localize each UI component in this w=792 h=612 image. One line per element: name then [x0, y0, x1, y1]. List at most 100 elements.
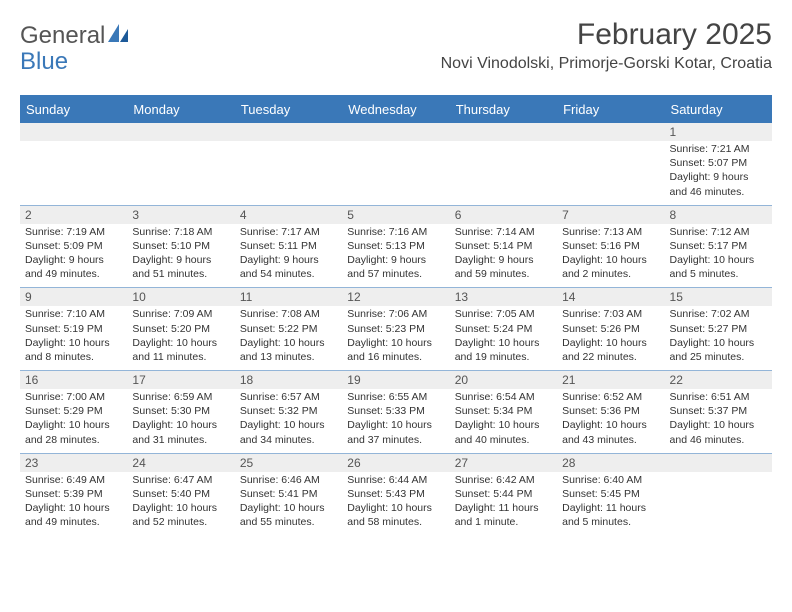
day-number — [342, 123, 449, 141]
sunset-text: Sunset: 5:27 PM — [670, 322, 767, 336]
day-number: 3 — [127, 206, 234, 224]
sunrise-text: Sunrise: 6:40 AM — [562, 473, 659, 487]
sunrise-text: Sunrise: 6:49 AM — [25, 473, 122, 487]
day-cell — [342, 141, 449, 205]
day-number: 16 — [20, 371, 127, 389]
sunrise-text: Sunrise: 6:42 AM — [455, 473, 552, 487]
sunrise-text: Sunrise: 6:51 AM — [670, 390, 767, 404]
sunrise-text: Sunrise: 7:05 AM — [455, 307, 552, 321]
day-cell — [665, 472, 772, 536]
sunset-text: Sunset: 5:43 PM — [347, 487, 444, 501]
sunrise-text: Sunrise: 6:52 AM — [562, 390, 659, 404]
day-cell: Sunrise: 7:10 AMSunset: 5:19 PMDaylight:… — [20, 306, 127, 370]
daylight-text-2: and 16 minutes. — [347, 350, 444, 364]
day-number: 28 — [557, 454, 664, 472]
day-number-strip: 16171819202122 — [20, 371, 772, 389]
day-number: 23 — [20, 454, 127, 472]
day-number: 15 — [665, 288, 772, 306]
sunset-text: Sunset: 5:24 PM — [455, 322, 552, 336]
daylight-text-2: and 57 minutes. — [347, 267, 444, 281]
week-row: 1 Sunrise: 7:21 AMSunset: 5:07 PMDayligh… — [20, 123, 772, 205]
day-number: 11 — [235, 288, 342, 306]
daylight-text-1: Daylight: 10 hours — [347, 418, 444, 432]
day-header: Saturday — [665, 96, 772, 123]
day-cell: Sunrise: 7:05 AMSunset: 5:24 PMDaylight:… — [450, 306, 557, 370]
day-number: 18 — [235, 371, 342, 389]
day-number: 4 — [235, 206, 342, 224]
sunrise-text: Sunrise: 6:47 AM — [132, 473, 229, 487]
sunrise-text: Sunrise: 6:54 AM — [455, 390, 552, 404]
sunset-text: Sunset: 5:09 PM — [25, 239, 122, 253]
daylight-text-2: and 46 minutes. — [670, 185, 767, 199]
day-number — [665, 454, 772, 472]
sunset-text: Sunset: 5:33 PM — [347, 404, 444, 418]
week-separator — [20, 205, 772, 206]
day-number: 9 — [20, 288, 127, 306]
daylight-text-1: Daylight: 10 hours — [240, 418, 337, 432]
day-cell: Sunrise: 6:51 AMSunset: 5:37 PMDaylight:… — [665, 389, 772, 453]
day-cell: Sunrise: 6:40 AMSunset: 5:45 PMDaylight:… — [557, 472, 664, 536]
daylight-text-1: Daylight: 10 hours — [670, 336, 767, 350]
sunrise-text: Sunrise: 7:19 AM — [25, 225, 122, 239]
week-separator — [20, 287, 772, 288]
day-detail-strip: Sunrise: 7:21 AMSunset: 5:07 PMDaylight:… — [20, 141, 772, 205]
daylight-text-2: and 2 minutes. — [562, 267, 659, 281]
sunset-text: Sunset: 5:37 PM — [670, 404, 767, 418]
sunrise-text: Sunrise: 6:44 AM — [347, 473, 444, 487]
sunrise-text: Sunrise: 7:17 AM — [240, 225, 337, 239]
day-cell: Sunrise: 7:09 AMSunset: 5:20 PMDaylight:… — [127, 306, 234, 370]
day-number: 14 — [557, 288, 664, 306]
sunrise-text: Sunrise: 7:08 AM — [240, 307, 337, 321]
day-cell: Sunrise: 6:49 AMSunset: 5:39 PMDaylight:… — [20, 472, 127, 536]
day-cell — [450, 141, 557, 205]
daylight-text-2: and 13 minutes. — [240, 350, 337, 364]
sunset-text: Sunset: 5:17 PM — [670, 239, 767, 253]
day-cell: Sunrise: 7:21 AMSunset: 5:07 PMDaylight:… — [665, 141, 772, 205]
sunrise-text: Sunrise: 7:00 AM — [25, 390, 122, 404]
sunset-text: Sunset: 5:22 PM — [240, 322, 337, 336]
sunrise-text: Sunrise: 7:16 AM — [347, 225, 444, 239]
logo-sub: Blue — [20, 48, 68, 76]
day-cell — [235, 141, 342, 205]
daylight-text-2: and 5 minutes. — [670, 267, 767, 281]
daylight-text-2: and 51 minutes. — [132, 267, 229, 281]
sunset-text: Sunset: 5:19 PM — [25, 322, 122, 336]
daylight-text-2: and 58 minutes. — [347, 515, 444, 529]
daylight-text-1: Daylight: 10 hours — [347, 501, 444, 515]
daylight-text-2: and 40 minutes. — [455, 433, 552, 447]
week-row: 232425262728 Sunrise: 6:49 AMSunset: 5:3… — [20, 454, 772, 536]
sunrise-text: Sunrise: 7:02 AM — [670, 307, 767, 321]
daylight-text-1: Daylight: 10 hours — [240, 501, 337, 515]
daylight-text-1: Daylight: 10 hours — [132, 336, 229, 350]
day-detail-strip: Sunrise: 7:00 AMSunset: 5:29 PMDaylight:… — [20, 389, 772, 453]
sunset-text: Sunset: 5:30 PM — [132, 404, 229, 418]
sunrise-text: Sunrise: 7:13 AM — [562, 225, 659, 239]
day-cell: Sunrise: 6:55 AMSunset: 5:33 PMDaylight:… — [342, 389, 449, 453]
day-cell: Sunrise: 7:17 AMSunset: 5:11 PMDaylight:… — [235, 224, 342, 288]
week-row: 2345678Sunrise: 7:19 AMSunset: 5:09 PMDa… — [20, 206, 772, 288]
day-number: 13 — [450, 288, 557, 306]
sunset-text: Sunset: 5:45 PM — [562, 487, 659, 501]
daylight-text-2: and 59 minutes. — [455, 267, 552, 281]
logo-text-blue: Blue — [20, 48, 68, 75]
day-cell — [127, 141, 234, 205]
day-number: 24 — [127, 454, 234, 472]
sunset-text: Sunset: 5:11 PM — [240, 239, 337, 253]
daylight-text-2: and 43 minutes. — [562, 433, 659, 447]
sunrise-text: Sunrise: 7:06 AM — [347, 307, 444, 321]
sunset-text: Sunset: 5:20 PM — [132, 322, 229, 336]
day-number: 1 — [665, 123, 772, 141]
sunrise-text: Sunrise: 6:59 AM — [132, 390, 229, 404]
day-cell — [20, 141, 127, 205]
sunset-text: Sunset: 5:16 PM — [562, 239, 659, 253]
sunset-text: Sunset: 5:10 PM — [132, 239, 229, 253]
day-number: 5 — [342, 206, 449, 224]
day-number: 27 — [450, 454, 557, 472]
day-number — [127, 123, 234, 141]
sunrise-text: Sunrise: 7:09 AM — [132, 307, 229, 321]
daylight-text-2: and 52 minutes. — [132, 515, 229, 529]
day-number-strip: 232425262728 — [20, 454, 772, 472]
calendar: Sunday Monday Tuesday Wednesday Thursday… — [20, 96, 772, 535]
daylight-text-1: Daylight: 9 hours — [347, 253, 444, 267]
day-cell: Sunrise: 7:18 AMSunset: 5:10 PMDaylight:… — [127, 224, 234, 288]
